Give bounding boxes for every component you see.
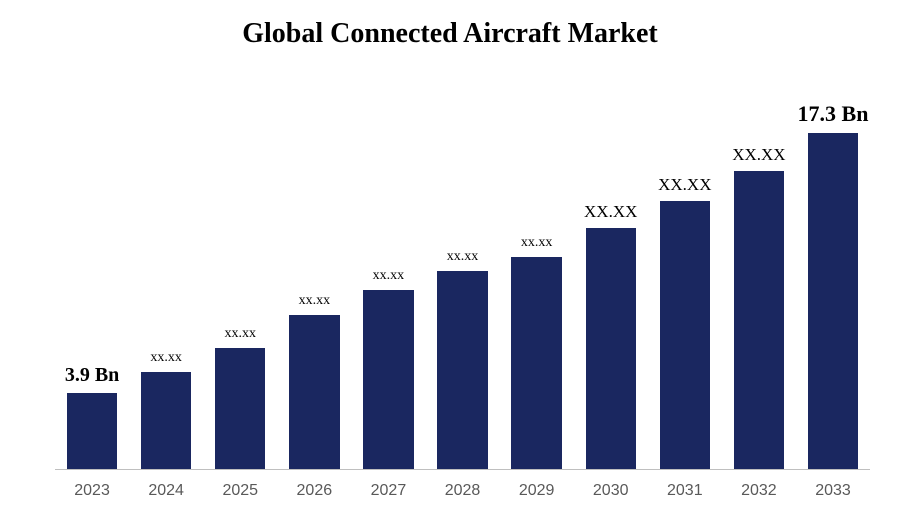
x-axis-label: 2032 — [722, 482, 796, 500]
bar-group: xx.xx — [277, 80, 351, 469]
bar-value-label: XX.XX — [574, 202, 648, 222]
bar-value-label: xx.xx — [351, 268, 425, 284]
bar — [67, 393, 117, 469]
bar — [511, 257, 561, 469]
bar-group: 17.3 Bn — [796, 80, 870, 469]
bar-value-label: xx.xx — [277, 293, 351, 309]
bar-value-label: XX.XX — [648, 175, 722, 195]
x-axis-label: 2027 — [351, 482, 425, 500]
bar — [437, 271, 487, 469]
bar-group: XX.XX — [722, 80, 796, 469]
x-axis-labels: 2023202420252026202720282029203020312032… — [55, 482, 870, 500]
x-axis-label: 2026 — [277, 482, 351, 500]
bar-value-label: xx.xx — [129, 350, 203, 366]
bar-value-label: xx.xx — [203, 326, 277, 342]
bar — [141, 372, 191, 469]
chart-plot-area: 3.9 Bnxx.xxxx.xxxx.xxxx.xxxx.xxxx.xxXX.X… — [55, 80, 870, 470]
chart-title: Global Connected Aircraft Market — [0, 0, 900, 50]
x-axis-label: 2023 — [55, 482, 129, 500]
x-axis-label: 2024 — [129, 482, 203, 500]
bar-value-label: xx.xx — [500, 235, 574, 251]
bar — [363, 290, 413, 469]
x-axis-label: 2028 — [425, 482, 499, 500]
bar-value-label: xx.xx — [425, 249, 499, 265]
bar — [586, 228, 636, 469]
bar-group: 3.9 Bn — [55, 80, 129, 469]
bar-group: xx.xx — [203, 80, 277, 469]
x-axis-label: 2029 — [500, 482, 574, 500]
bar — [808, 133, 858, 469]
bar-value-label: 17.3 Bn — [796, 101, 870, 127]
bars-container: 3.9 Bnxx.xxxx.xxxx.xxxx.xxxx.xxxx.xxXX.X… — [55, 80, 870, 470]
bar-value-label: 3.9 Bn — [55, 364, 129, 387]
x-axis-label: 2030 — [574, 482, 648, 500]
x-axis-label: 2025 — [203, 482, 277, 500]
x-axis-label: 2033 — [796, 482, 870, 500]
bar-group: xx.xx — [129, 80, 203, 469]
bar-group: xx.xx — [425, 80, 499, 469]
bar-group: xx.xx — [500, 80, 574, 469]
bar-group: xx.xx — [351, 80, 425, 469]
bar — [289, 315, 339, 469]
x-axis-label: 2031 — [648, 482, 722, 500]
bar — [215, 348, 265, 469]
bar-value-label: XX.XX — [722, 145, 796, 165]
bar-group: XX.XX — [648, 80, 722, 469]
bar — [734, 171, 784, 469]
bar — [660, 201, 710, 469]
bar-group: XX.XX — [574, 80, 648, 469]
